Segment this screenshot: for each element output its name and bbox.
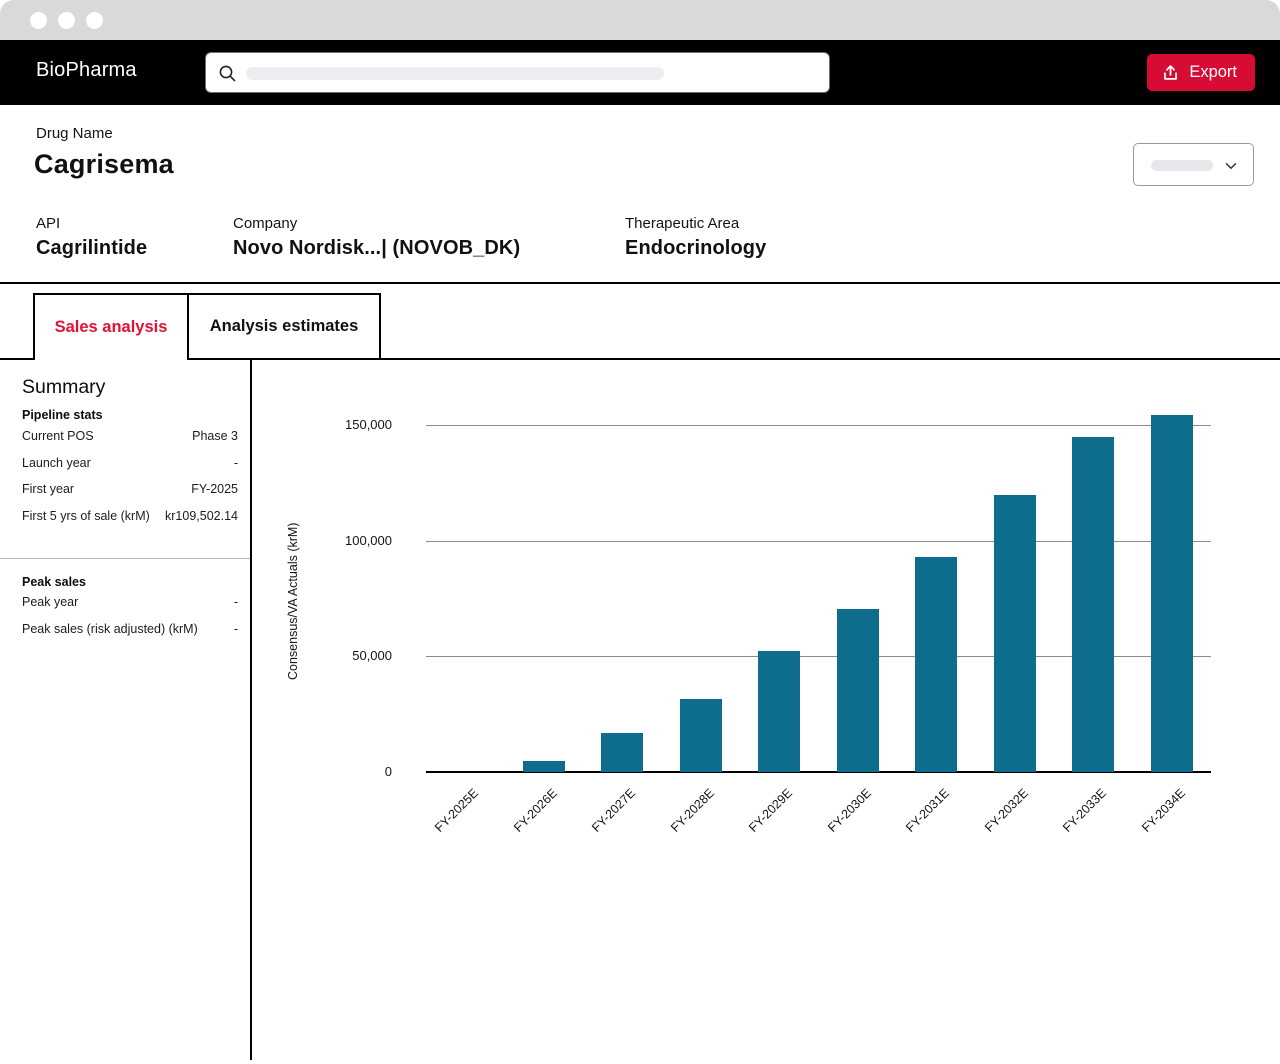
meta-therapeutic-area: Therapeutic Area Endocrinology bbox=[625, 215, 766, 260]
chevron-down-icon bbox=[1225, 163, 1237, 169]
x-tick-text: FY-2034E bbox=[1138, 786, 1188, 835]
bar-FY-2031E[interactable] bbox=[915, 557, 958, 772]
window-control-dot[interactable] bbox=[86, 12, 103, 29]
stat-row: Launch year - bbox=[22, 456, 238, 474]
export-button-label: Export bbox=[1189, 63, 1237, 81]
summary-sidebar: Summary Pipeline stats Current POS Phase 3… bbox=[0, 360, 250, 1064]
bar-FY-2028E[interactable] bbox=[679, 699, 722, 772]
search-input[interactable] bbox=[205, 52, 830, 93]
stat-value: kr109,502.14 bbox=[165, 509, 238, 524]
window-control-dot[interactable] bbox=[58, 12, 75, 29]
x-tick-text: FY-2028E bbox=[667, 786, 717, 835]
tab-baseline-right bbox=[187, 358, 1280, 360]
api-value: Cagrilintide bbox=[36, 237, 148, 259]
x-tick-text: FY-2031E bbox=[903, 786, 953, 835]
section-divider bbox=[0, 282, 1280, 284]
options-dropdown[interactable] bbox=[1133, 143, 1254, 186]
window-titlebar bbox=[0, 0, 1280, 40]
summary-title: Summary bbox=[22, 376, 106, 398]
x-tick-text: FY-2030E bbox=[824, 786, 874, 835]
stat-row: First year FY-2025 bbox=[22, 482, 238, 500]
sidebar-section-heading: Peak sales bbox=[22, 575, 86, 589]
tab-sales-analysis[interactable]: Sales analysis bbox=[33, 293, 189, 360]
stat-label: First 5 yrs of sale (krM) bbox=[22, 509, 150, 524]
sidebar-divider bbox=[0, 558, 250, 559]
tab-baseline-left bbox=[0, 358, 35, 360]
stat-label: First year bbox=[22, 482, 75, 497]
sales-bar-chart: 0 50,000 100,000 150,000 FY-2025E FY-2026E FY-… bbox=[252, 360, 1280, 1064]
search-placeholder-pill bbox=[246, 67, 664, 80]
bar-FY-2029E[interactable] bbox=[758, 650, 801, 772]
window-control-dot[interactable] bbox=[30, 12, 47, 29]
sidebar-border bbox=[250, 360, 252, 1060]
search-icon bbox=[219, 65, 236, 82]
x-tick-text: FY-2025E bbox=[432, 786, 482, 835]
x-tick-text: FY-2033E bbox=[1060, 786, 1110, 835]
app-header: BioPharma Export bbox=[0, 40, 1280, 105]
stat-value: FY-2025 bbox=[191, 482, 238, 497]
stat-value: Phase 3 bbox=[192, 429, 238, 443]
stat-label: Launch year bbox=[22, 455, 91, 470]
stat-label: Current POS bbox=[22, 429, 94, 443]
bar-FY-2032E[interactable] bbox=[993, 495, 1036, 772]
tab-analysis-estimates[interactable]: Analysis estimates bbox=[187, 293, 381, 360]
stat-row: First 5 yrs of sale (krM) kr109,502.14 bbox=[22, 509, 238, 527]
bar-FY-2033E[interactable] bbox=[1072, 437, 1115, 772]
stat-row: Current POS Phase 3 bbox=[22, 429, 238, 447]
stat-value: - bbox=[233, 455, 238, 470]
api-label: API bbox=[36, 215, 61, 232]
gridline bbox=[426, 540, 1211, 542]
x-tick-text: FY-2032E bbox=[981, 786, 1031, 835]
drug-info-section: Drug Name Cagrisema API Cagrilintide Com… bbox=[0, 105, 1280, 283]
stat-label: Peak sales (risk adjusted) (krM) bbox=[22, 621, 198, 636]
x-tick-text: FY-2026E bbox=[510, 786, 560, 835]
sidebar-section-heading: Pipeline stats bbox=[22, 408, 103, 422]
drug-name-label: Drug Name bbox=[36, 125, 113, 142]
meta-company: Company Novo Nordisk...| (NOVOB_DK) bbox=[233, 215, 520, 260]
company-value: Novo Nordisk...| (NOVOB_DK) bbox=[233, 237, 521, 259]
company-label: Company bbox=[233, 215, 298, 232]
bar-FY-2026E[interactable] bbox=[522, 761, 565, 772]
export-button[interactable]: Export bbox=[1147, 54, 1255, 91]
x-tick-text: FY-2029E bbox=[746, 786, 796, 835]
y-tick-label: 100,000 bbox=[345, 532, 392, 548]
therapeutic-area-value: Endocrinology bbox=[625, 237, 767, 259]
dropdown-placeholder-pill bbox=[1151, 160, 1213, 171]
stat-value: - bbox=[233, 621, 238, 636]
brand-logo: BioPharma bbox=[36, 59, 137, 81]
therapeutic-area-label: Therapeutic Area bbox=[625, 215, 740, 232]
y-tick-label: 0 bbox=[384, 764, 392, 779]
stat-row: Peak year - bbox=[22, 595, 238, 613]
x-tick-text: FY-2027E bbox=[589, 786, 639, 835]
gridline bbox=[426, 656, 1211, 658]
export-icon bbox=[1164, 65, 1178, 80]
bar-FY-2034E[interactable] bbox=[1150, 415, 1193, 772]
page-title: Cagrisema bbox=[34, 149, 174, 179]
y-tick-label: 50,000 bbox=[352, 648, 392, 664]
bar-FY-2030E[interactable] bbox=[836, 609, 879, 772]
stat-value: - bbox=[233, 595, 238, 609]
bar-FY-2027E[interactable] bbox=[601, 732, 644, 772]
stat-row: Peak sales (risk adjusted) (krM) - bbox=[22, 622, 238, 640]
meta-api: API Cagrilintide bbox=[36, 215, 147, 260]
y-axis-title: Consensus/VA Actuals (krM) bbox=[286, 522, 300, 680]
x-axis-line bbox=[426, 771, 1211, 773]
y-tick-label: 150,000 bbox=[345, 417, 392, 432]
gridline bbox=[426, 425, 1211, 426]
stat-label: Peak year bbox=[22, 595, 79, 609]
